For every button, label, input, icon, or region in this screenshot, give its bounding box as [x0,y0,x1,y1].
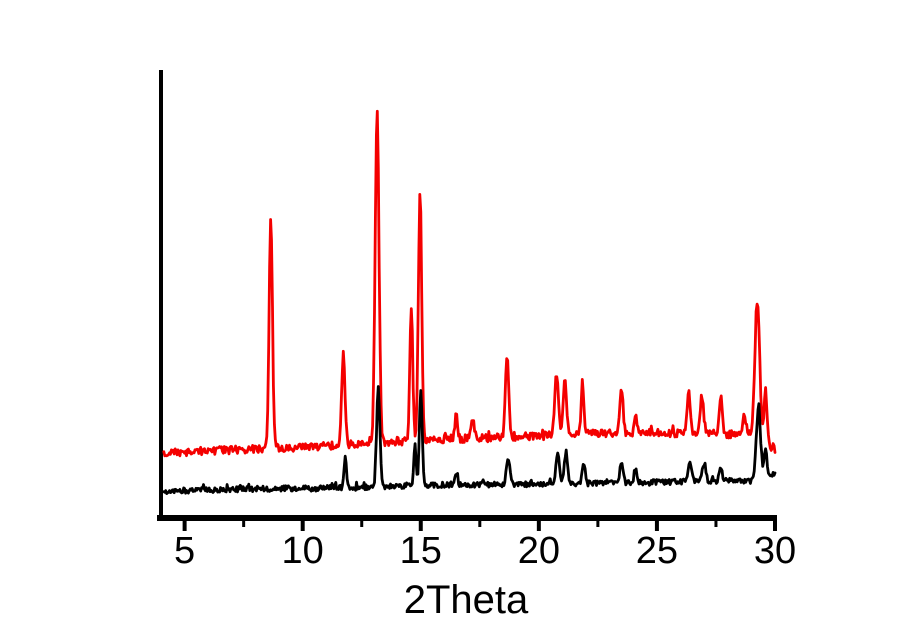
series-red-pattern [162,109,777,458]
x-axis-title: 2Theta [403,578,529,622]
x-tick-label: 15 [400,530,442,572]
series-black-pattern [162,385,777,495]
x-tick-label: 5 [174,530,195,572]
x-tick-label: 30 [754,530,796,572]
x-tick-label: 10 [282,530,324,572]
x-tick-label: 20 [518,530,560,572]
x-tick-label: 25 [636,530,678,572]
